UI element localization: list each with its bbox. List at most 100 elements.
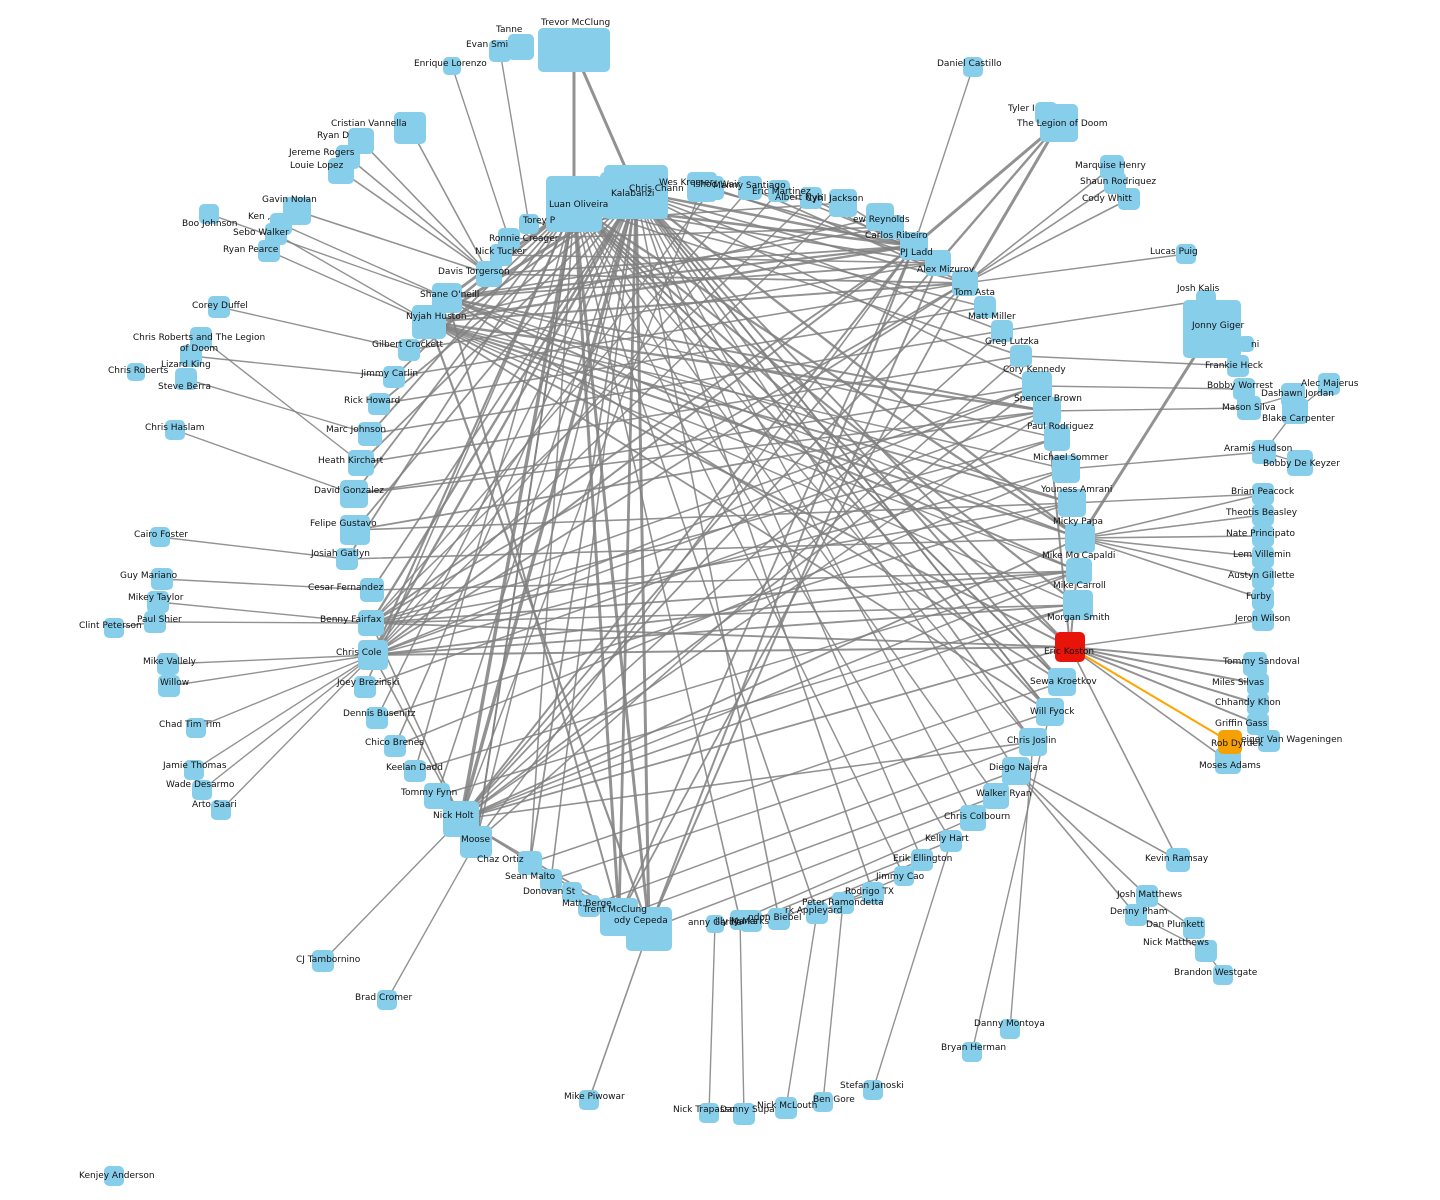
graph-node-kenjey-anderson[interactable] bbox=[104, 1166, 124, 1186]
graph-node-cristian-vannella[interactable] bbox=[394, 112, 426, 144]
graph-node-sean-malto[interactable] bbox=[540, 869, 562, 891]
graph-node-danny-montoya[interactable] bbox=[1000, 1019, 1020, 1039]
graph-node-diego-najera[interactable] bbox=[1002, 757, 1030, 785]
graph-node-nick-matthews[interactable] bbox=[1195, 940, 1217, 962]
graph-node-stefan-janoski[interactable] bbox=[863, 1080, 883, 1100]
graph-node-geiger-van-wageningen[interactable] bbox=[1258, 730, 1280, 752]
graph-node-theotis-beasley[interactable] bbox=[1252, 504, 1274, 526]
graph-node-aramis-hudson[interactable] bbox=[1252, 440, 1276, 464]
graph-node-jamie-thomas[interactable] bbox=[184, 760, 204, 780]
graph-node-cj-tambornino[interactable] bbox=[312, 950, 334, 972]
graph-node-danny-garcia[interactable] bbox=[706, 915, 724, 933]
graph-node-austyn-gillette[interactable] bbox=[1252, 567, 1274, 589]
graph-node-shane-oneill[interactable] bbox=[432, 283, 462, 313]
graph-node-chris-roberts[interactable] bbox=[127, 363, 145, 381]
graph-node-ronnie-creager[interactable] bbox=[498, 228, 520, 250]
graph-node-danny-supa[interactable] bbox=[733, 1103, 755, 1125]
graph-node-brandon-westgate[interactable] bbox=[1213, 965, 1233, 985]
graph-node-nate-principato[interactable] bbox=[1252, 525, 1274, 547]
graph-node-nick-mclouth[interactable] bbox=[775, 1097, 797, 1119]
graph-node-chris-roberts-legion[interactable] bbox=[190, 327, 212, 349]
graph-node-tommy-fynn[interactable] bbox=[424, 783, 450, 809]
graph-node-cesar-fernandez[interactable] bbox=[360, 578, 384, 602]
graph-node-furby[interactable] bbox=[1252, 588, 1274, 610]
graph-node-mason-silva[interactable] bbox=[1237, 396, 1261, 420]
graph-node-boo-johnson[interactable] bbox=[199, 204, 219, 224]
graph-node-greg-lutzka[interactable] bbox=[991, 320, 1013, 342]
graph-node-sewa-kroetkov[interactable] bbox=[1048, 668, 1076, 696]
graph-node-ishod-wair[interactable] bbox=[700, 176, 724, 200]
graph-node-keelan-dadd[interactable] bbox=[404, 760, 426, 782]
graph-node-bobby-de-keyzer[interactable] bbox=[1287, 450, 1313, 476]
graph-node-wade-desarmo[interactable] bbox=[192, 780, 212, 800]
graph-node-dashawn-jordan[interactable] bbox=[1281, 383, 1305, 407]
graph-node-chris-joslin[interactable] bbox=[1019, 728, 1047, 756]
graph-node-jimmy-cao[interactable] bbox=[894, 866, 914, 886]
graph-node-josh-matthews[interactable] bbox=[1136, 885, 1158, 907]
graph-node-nick-trapasso[interactable] bbox=[699, 1103, 719, 1123]
graph-node-mikey-taylor[interactable] bbox=[147, 591, 169, 613]
graph-node-frankie-heck[interactable] bbox=[1227, 355, 1249, 377]
graph-node-bobby-worrest[interactable] bbox=[1233, 378, 1255, 400]
graph-node-miles-silvas[interactable] bbox=[1247, 673, 1269, 695]
graph-node-morgan-smith[interactable] bbox=[1063, 590, 1093, 620]
graph-node-felipe-gustavo[interactable] bbox=[340, 515, 370, 545]
graph-node-paul-rodriguez[interactable] bbox=[1033, 397, 1061, 425]
graph-node-paul-shier[interactable] bbox=[144, 611, 166, 633]
graph-node-mike-carroll[interactable] bbox=[1066, 558, 1092, 584]
graph-node-ben-gore[interactable] bbox=[813, 1092, 833, 1112]
graph-node-dani[interactable] bbox=[1238, 336, 1254, 352]
graph-node-corey-duffel[interactable] bbox=[208, 296, 230, 318]
graph-node-kelly-hart[interactable] bbox=[940, 830, 962, 852]
graph-node-brad-cromer[interactable] bbox=[377, 990, 397, 1010]
graph-node-youness-amrani[interactable] bbox=[1052, 455, 1080, 483]
graph-node-ryan-pearce[interactable] bbox=[258, 240, 280, 262]
graph-node-lucas-puig[interactable] bbox=[1176, 244, 1196, 264]
graph-node-tom-asta[interactable] bbox=[952, 270, 978, 296]
graph-node-daniel-castillo[interactable] bbox=[963, 57, 983, 77]
graph-node-trevor-mcclung[interactable] bbox=[538, 28, 610, 72]
graph-node-eric-koston[interactable] bbox=[1055, 632, 1085, 662]
graph-node-willow[interactable] bbox=[158, 675, 180, 697]
graph-node-will-fyock[interactable] bbox=[1036, 698, 1064, 726]
graph-node-matt-miller[interactable] bbox=[974, 296, 996, 318]
graph-node-brian-peacock[interactable] bbox=[1252, 483, 1274, 505]
graph-node-billy-marks[interactable] bbox=[730, 910, 750, 930]
graph-node-michael-sommer[interactable] bbox=[1044, 425, 1070, 451]
graph-node-lizard-king[interactable] bbox=[180, 345, 202, 367]
graph-node-mike-mo-capaldi[interactable] bbox=[1065, 523, 1095, 553]
graph-node-rick-howard[interactable] bbox=[368, 393, 390, 415]
graph-node-brandon-biebel[interactable] bbox=[768, 908, 790, 930]
graph-node-chad-tim-tim[interactable] bbox=[186, 718, 206, 738]
graph-node-guy-mariano[interactable] bbox=[151, 568, 173, 590]
graph-node-mark-appleyard[interactable] bbox=[806, 902, 828, 924]
graph-node-tommy-sandoval[interactable] bbox=[1243, 652, 1267, 676]
graph-node-cody-whitt[interactable] bbox=[1118, 188, 1140, 210]
graph-node-pj-ladd[interactable] bbox=[900, 232, 928, 260]
graph-node-trent-mcclung[interactable] bbox=[600, 898, 638, 936]
graph-node-steve-berra[interactable] bbox=[175, 368, 197, 390]
graph-node-clint-peterson[interactable] bbox=[104, 618, 124, 638]
graph-node-mike-vallely[interactable] bbox=[157, 653, 179, 675]
graph-node-matt-berger[interactable] bbox=[578, 895, 600, 917]
graph-node-chico-brenes[interactable] bbox=[384, 735, 406, 757]
graph-node-chris-colbourn[interactable] bbox=[960, 805, 986, 831]
graph-node-sebo-walker[interactable] bbox=[265, 223, 287, 245]
graph-node-manny-santiago[interactable] bbox=[738, 176, 762, 200]
graph-node-joey-brezinski[interactable] bbox=[354, 676, 376, 698]
graph-node-evan-smith[interactable] bbox=[489, 40, 511, 62]
graph-node-luan-oliveira[interactable] bbox=[546, 176, 602, 232]
graph-node-gilbert-crockett[interactable] bbox=[398, 339, 420, 361]
graph-node-marc-johnson[interactable] bbox=[358, 422, 382, 446]
graph-node-jimmy-carlin[interactable] bbox=[383, 366, 405, 388]
graph-node-denny-pham[interactable] bbox=[1125, 904, 1147, 926]
graph-node-chris-cole[interactable] bbox=[358, 640, 388, 670]
graph-node-enrique-lorenzo[interactable] bbox=[443, 57, 461, 75]
graph-node-alec-majerus[interactable] bbox=[1318, 373, 1340, 395]
graph-node-dennis-busenitz[interactable] bbox=[366, 707, 388, 729]
graph-node-lem-villemin[interactable] bbox=[1252, 546, 1274, 568]
graph-node-kevin-ramsay[interactable] bbox=[1166, 848, 1190, 872]
graph-node-donovan-st[interactable] bbox=[562, 882, 582, 902]
graph-node-cairo-foster[interactable] bbox=[150, 527, 170, 547]
